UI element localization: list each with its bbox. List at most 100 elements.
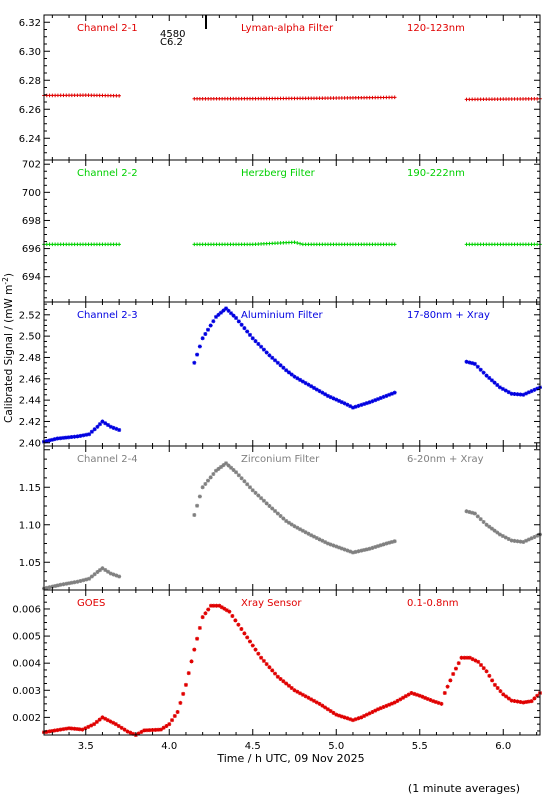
y-axis-label-exponent: -2 <box>1 277 10 285</box>
data-point <box>436 700 441 705</box>
data-point <box>498 689 503 694</box>
data-point <box>239 476 244 481</box>
x-tick-label: 3.5 <box>78 741 94 752</box>
data-point <box>117 428 122 432</box>
panel-3-points <box>42 306 542 444</box>
data-point <box>50 437 55 442</box>
data-point <box>314 387 319 392</box>
data-point <box>504 694 509 699</box>
data-point <box>428 698 433 703</box>
data-point <box>103 421 108 426</box>
data-point <box>72 434 77 439</box>
data-point <box>92 722 97 727</box>
data-point <box>535 533 540 538</box>
data-point <box>122 727 127 732</box>
data-point <box>367 546 372 551</box>
data-point <box>364 712 369 717</box>
data-point <box>224 608 229 613</box>
data-point <box>200 485 205 490</box>
data-point <box>300 528 305 533</box>
data-point <box>392 95 397 100</box>
data-point <box>378 706 383 711</box>
data-point <box>392 390 397 395</box>
data-point <box>331 396 336 401</box>
data-point <box>239 627 244 632</box>
data-point <box>47 438 52 443</box>
data-point <box>44 585 49 590</box>
data-point <box>195 636 200 641</box>
data-point <box>100 715 105 720</box>
data-point <box>64 726 69 731</box>
data-point <box>448 678 453 683</box>
y-tick-label: 2.50 <box>19 332 41 343</box>
data-point <box>342 401 347 406</box>
data-point <box>259 344 264 349</box>
data-point <box>334 544 339 549</box>
data-point <box>117 242 121 247</box>
data-point <box>423 695 428 700</box>
data-point <box>144 728 149 733</box>
panel-5-points <box>42 603 542 737</box>
data-point <box>381 394 386 399</box>
data-point <box>195 503 200 508</box>
data-point <box>259 496 264 501</box>
panel-band-label: 17-80nm + Xray <box>407 310 490 321</box>
data-point <box>506 696 511 701</box>
data-point <box>47 585 52 590</box>
data-point <box>264 350 269 355</box>
data-point <box>128 730 133 735</box>
data-point <box>334 712 339 717</box>
data-point <box>350 718 355 723</box>
data-point <box>532 535 537 539</box>
data-point <box>270 506 275 511</box>
data-point <box>381 542 386 547</box>
data-point <box>61 435 66 440</box>
data-point <box>359 402 364 407</box>
data-point <box>234 470 239 475</box>
data-point <box>267 504 272 508</box>
data-point <box>233 618 238 623</box>
data-point <box>250 336 255 341</box>
data-point <box>472 511 477 516</box>
data-point <box>50 728 55 733</box>
data-point <box>226 308 231 313</box>
data-point <box>524 538 529 543</box>
data-point <box>197 494 202 499</box>
data-point <box>281 365 286 370</box>
data-point <box>275 674 280 679</box>
data-point <box>52 437 57 442</box>
data-point <box>389 540 394 544</box>
panel-band-label: 6-20nm + Xray <box>407 454 484 465</box>
data-point <box>501 692 506 697</box>
data-point <box>348 717 353 722</box>
panel-2: 694 696 698 700 702 Channel 2-2 Herzberg Filte… <box>22 159 542 303</box>
data-point <box>78 433 83 438</box>
data-point <box>192 647 197 652</box>
data-point <box>89 723 94 728</box>
data-point <box>464 359 469 364</box>
data-point <box>378 543 383 548</box>
data-point <box>521 700 526 705</box>
data-point <box>442 690 447 695</box>
data-point <box>475 514 480 519</box>
data-point <box>362 548 367 552</box>
data-point <box>292 374 297 379</box>
data-point <box>108 571 113 576</box>
data-point <box>69 726 74 731</box>
data-point <box>273 509 278 513</box>
y-tick-label: 0.004 <box>12 659 41 670</box>
data-point <box>470 657 475 662</box>
data-point <box>306 695 311 700</box>
panel-channel-label: Channel 2-4 <box>77 454 138 465</box>
panel-5: 0.002 0.003 0.004 0.005 0.006 GOES Xray Sensor… <box>12 589 542 752</box>
data-point <box>376 544 381 549</box>
panel-3: 2.40 2.42 2.44 2.46 2.48 2.50 2.52 Channel 2-3 A… <box>19 301 542 449</box>
data-point <box>106 423 111 428</box>
panel-channel-label: Channel 2-3 <box>77 310 138 321</box>
data-point <box>278 676 283 681</box>
data-point <box>219 465 224 469</box>
data-point <box>472 361 477 366</box>
data-point <box>495 686 500 691</box>
data-point <box>524 391 529 396</box>
data-point <box>359 715 364 720</box>
